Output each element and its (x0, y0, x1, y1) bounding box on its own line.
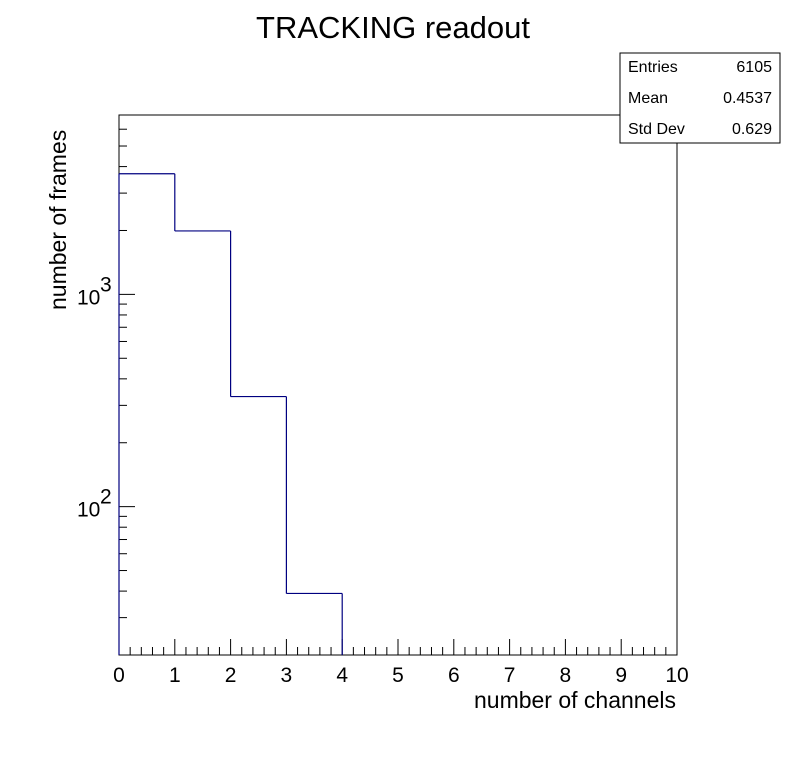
stats-entries-label: Entries (628, 59, 678, 76)
y-tick-base: 10 (77, 286, 100, 309)
y-tick-exponent: 3 (100, 273, 112, 296)
y-tick-label: 102 (77, 486, 112, 522)
x-tick-label: 10 (665, 664, 688, 687)
x-tick-label: 4 (336, 664, 348, 687)
stats-stddev-value: 0.629 (732, 121, 772, 138)
x-tick-label: 1 (169, 664, 181, 687)
x-tick-label: 3 (281, 664, 293, 687)
y-axis-ticks (119, 114, 135, 656)
x-tick-label: 2 (225, 664, 237, 687)
x-tick-label: 0 (113, 664, 125, 687)
x-tick-label: 7 (504, 664, 516, 687)
y-axis-label: number of frames (45, 130, 71, 310)
stats-box-frame (619, 52, 781, 144)
y-tick-base: 10 (77, 499, 100, 522)
stats-mean-value: 0.4537 (723, 90, 772, 107)
x-tick-label: 9 (615, 664, 627, 687)
y-tick-label: 103 (77, 273, 112, 309)
chart-title: TRACKING readout (256, 10, 530, 45)
x-axis-tick-labels: 0 1 2 3 4 5 6 7 8 9 10 (113, 664, 689, 687)
x-tick-label: 8 (560, 664, 572, 687)
x-tick-label: 5 (392, 664, 404, 687)
y-tick-exponent: 2 (100, 486, 112, 509)
x-tick-label: 6 (448, 664, 460, 687)
x-axis-label: number of channels (474, 687, 676, 713)
stats-box: Entries 6105 Mean 0.4537 Std Dev 0.629 (619, 52, 781, 144)
stats-stddev-label: Std Dev (628, 121, 685, 138)
stats-entries-value: 6105 (736, 59, 772, 76)
histogram-bins (118, 173, 343, 655)
stats-mean-label: Mean (628, 90, 668, 107)
